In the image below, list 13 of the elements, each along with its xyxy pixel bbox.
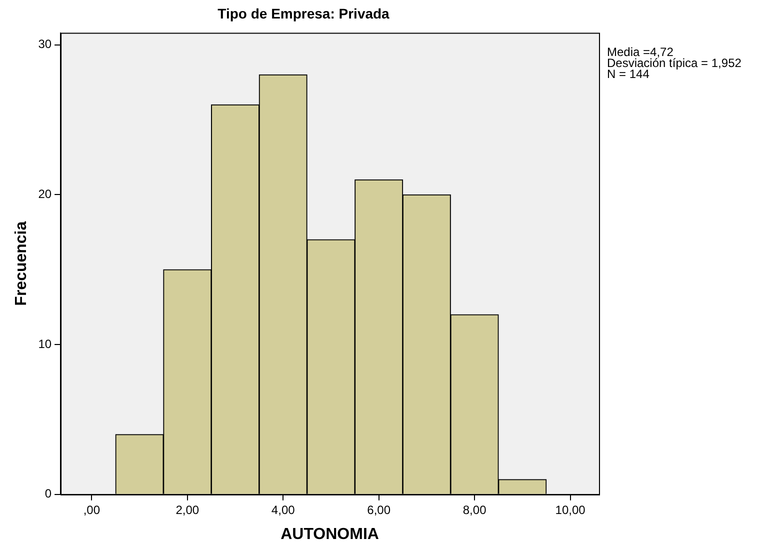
x-tick-label: 10,00 <box>555 502 586 517</box>
y-tick-label: 10 <box>38 336 52 351</box>
y-axis-title: Frecuencia <box>13 221 30 306</box>
x-tick-label: 4,00 <box>271 502 296 517</box>
x-tick-label: 8,00 <box>462 502 487 517</box>
x-tick-label: 2,00 <box>176 502 200 517</box>
x-tick-label: 6,00 <box>367 502 391 517</box>
y-tick-label: 0 <box>44 486 52 501</box>
x-axis-title: AUTONOMIA <box>280 526 380 543</box>
x-tick-label: ,00 <box>83 502 100 517</box>
y-tick-label: 30 <box>38 37 52 52</box>
chart-title: Tipo de Empresa: Privada <box>218 5 390 22</box>
y-tick-label: 20 <box>38 186 52 201</box>
